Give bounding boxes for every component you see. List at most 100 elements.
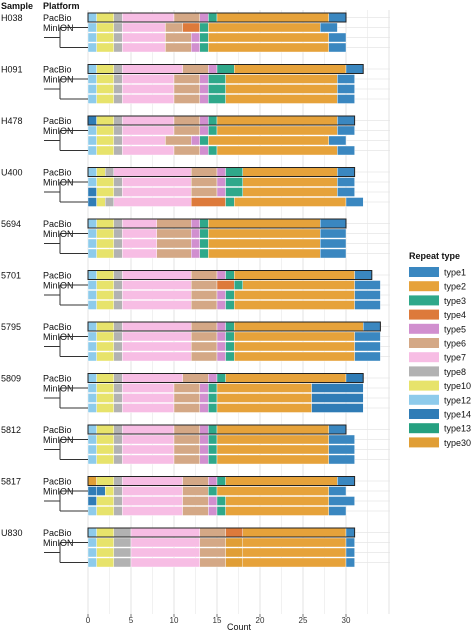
bar-segment-type3 [208,384,217,393]
bar-segment-type10 [97,548,114,557]
bar-segment-type2 [243,538,346,547]
sample-label: 5812 [1,425,21,435]
bar-segment-type2 [208,33,328,42]
bar-segment-type3 [200,249,209,258]
bar-segment-type5 [208,477,217,486]
legend-label-type12: type12 [444,395,471,405]
bar-segment-type7 [122,219,156,228]
bar-segment-type8 [114,487,123,496]
bar-segment-type6 [183,497,209,506]
legend-swatch-type7 [409,352,439,362]
platform-label-pacbio: PacBio [43,13,72,23]
labels-layer: H038 PacBioMinIONH091 PacBioMinIONH478 PacB… [1,13,88,563]
bar-segment-type2 [208,219,320,228]
sample-label: H038 [1,13,23,23]
legend-swatch-type14 [409,409,439,419]
legend-swatch-type10 [409,381,439,391]
bar-segment-type3 [226,342,235,351]
bar-segment-type1 [337,168,354,177]
bar-segment-type7 [131,548,200,557]
legend: type1type2type3type4type5type6type7type8… [409,267,471,448]
bar-segment-type8 [114,394,123,403]
legend-label-type2: type2 [444,282,466,292]
bar-segment-type8 [114,146,123,155]
bar-segment-type2 [234,301,354,310]
sample-label: 5817 [1,477,21,487]
bar-segment-type1 [329,43,346,52]
bar-segment-type6 [183,507,209,516]
bar-segment-type6 [174,146,200,155]
bar-segment-type1 [355,281,381,290]
bar-segment-type6 [165,23,182,32]
legend-label-type30: type30 [444,438,471,448]
bar-segment-type3 [226,322,235,331]
bar-segment-type10 [97,445,114,454]
bar-segment-type6 [191,291,217,300]
bar-segment-type3 [208,455,217,464]
bar-segment-type2 [217,404,312,413]
bar-segment-type12 [88,455,97,464]
bar-segment-type12 [88,43,97,52]
bar-segment-type12 [88,528,97,537]
bar-segment-type1 [355,301,381,310]
bar-segment-type14 [312,384,364,393]
bar-segment-type7 [122,507,182,516]
bar-segment-type5 [217,178,226,187]
bars-layer [88,13,380,567]
bar-segment-type3 [208,425,217,434]
bar-segment-type14 [88,487,97,496]
bar-segment-type1 [337,477,354,486]
x-tick-label: 0 [86,616,91,625]
bar-segment-type8 [114,538,131,547]
bar-segment-type1 [329,425,346,434]
bar-segment-type10 [97,404,114,413]
bar-segment-type12 [88,126,97,135]
bar-segment-type1 [320,249,346,258]
bar-segment-type12 [88,85,97,94]
bar-segment-type3 [217,374,226,383]
bar-segment-type7 [122,85,174,94]
bar-segment-type10 [97,322,114,331]
bar-segment-type10 [97,558,114,567]
bar-segment-type3 [200,33,209,42]
bar-segment-type6 [200,558,226,567]
bar-segment-type12 [88,249,97,258]
bar-segment-type5 [217,188,226,197]
legend-swatch-type3 [409,295,439,305]
bar-segment-type1 [337,188,354,197]
bar-segment-type5 [208,65,217,74]
bar-segment-type12 [88,178,97,187]
bar-segment-type12 [88,342,97,351]
bar-segment-type12 [88,445,97,454]
bar-segment-type10 [97,239,114,248]
bar-segment-type7 [122,352,191,361]
bar-segment-type7 [131,558,200,567]
bar-segment-type7 [122,33,165,42]
bar-segment-type12 [88,281,97,290]
bar-segment-type7 [122,65,182,74]
bar-segment-type8 [114,548,131,557]
bar-segment-type6 [174,75,200,84]
bar-segment-type2 [208,249,320,258]
bar-segment-type10 [97,342,114,351]
legend-swatch-type5 [409,324,439,334]
legend-swatch-type6 [409,338,439,348]
bar-segment-type7 [122,455,174,464]
bar-segment-type2 [234,271,354,280]
bar-segment-type1 [337,126,354,135]
legend-swatch-type30 [409,437,439,447]
bar-segment-type2 [234,342,354,351]
legend-swatch-type12 [409,395,439,405]
bar-segment-type7 [122,477,182,486]
bar-segment-type1 [329,33,346,42]
bar-segment-type8 [105,168,114,177]
bar-segment-type5 [200,126,209,135]
bar-segment-type6 [191,332,217,341]
bar-segment-type10 [97,75,114,84]
sample-label: H478 [1,116,23,126]
sample-label: U400 [1,168,23,178]
bar-segment-type5 [208,497,217,506]
bar-segment-type5 [217,291,226,300]
bar-segment-type3 [200,136,209,145]
bar-segment-type8 [114,507,123,516]
